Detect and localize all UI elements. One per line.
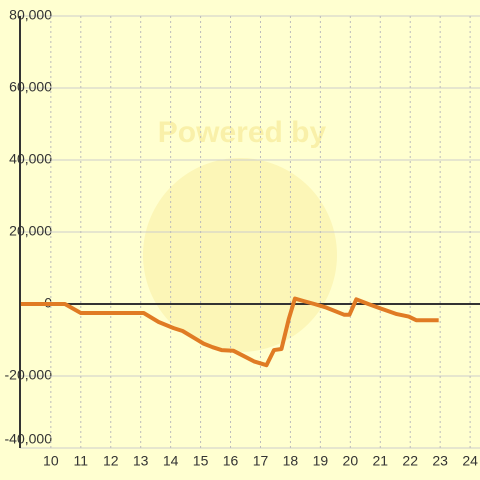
x-tick-label: 15 [193,453,209,469]
x-tick-label: 21 [372,453,388,469]
data-line [20,296,439,368]
y-tick-label: -40,000 [5,431,53,447]
x-tick-label: 19 [313,453,329,469]
x-tick-label: 18 [283,453,299,469]
y-tick-label: 60,000 [9,79,52,95]
watermark: Powered by [158,116,327,149]
y-tick-label: 80,000 [9,7,52,23]
x-tick-label: 20 [343,453,359,469]
x-tick-label: 13 [133,453,149,469]
y-tick-label: -20,000 [5,367,53,383]
y-tick-label: 20,000 [9,223,52,239]
x-tick-label: 14 [163,453,179,469]
x-tick-label: 11 [74,453,89,469]
x-tick-label: 24 [462,453,478,469]
x-tick-label: 16 [223,453,239,469]
x-tick-label: 17 [253,453,269,469]
y-tick-label: 40,000 [9,151,52,167]
watermark-logo [143,158,337,352]
x-tick-label: 10 [43,453,59,469]
x-tick-label: 12 [103,453,119,469]
x-tick-label: 23 [432,453,448,469]
x-tick-label: 22 [402,453,418,469]
